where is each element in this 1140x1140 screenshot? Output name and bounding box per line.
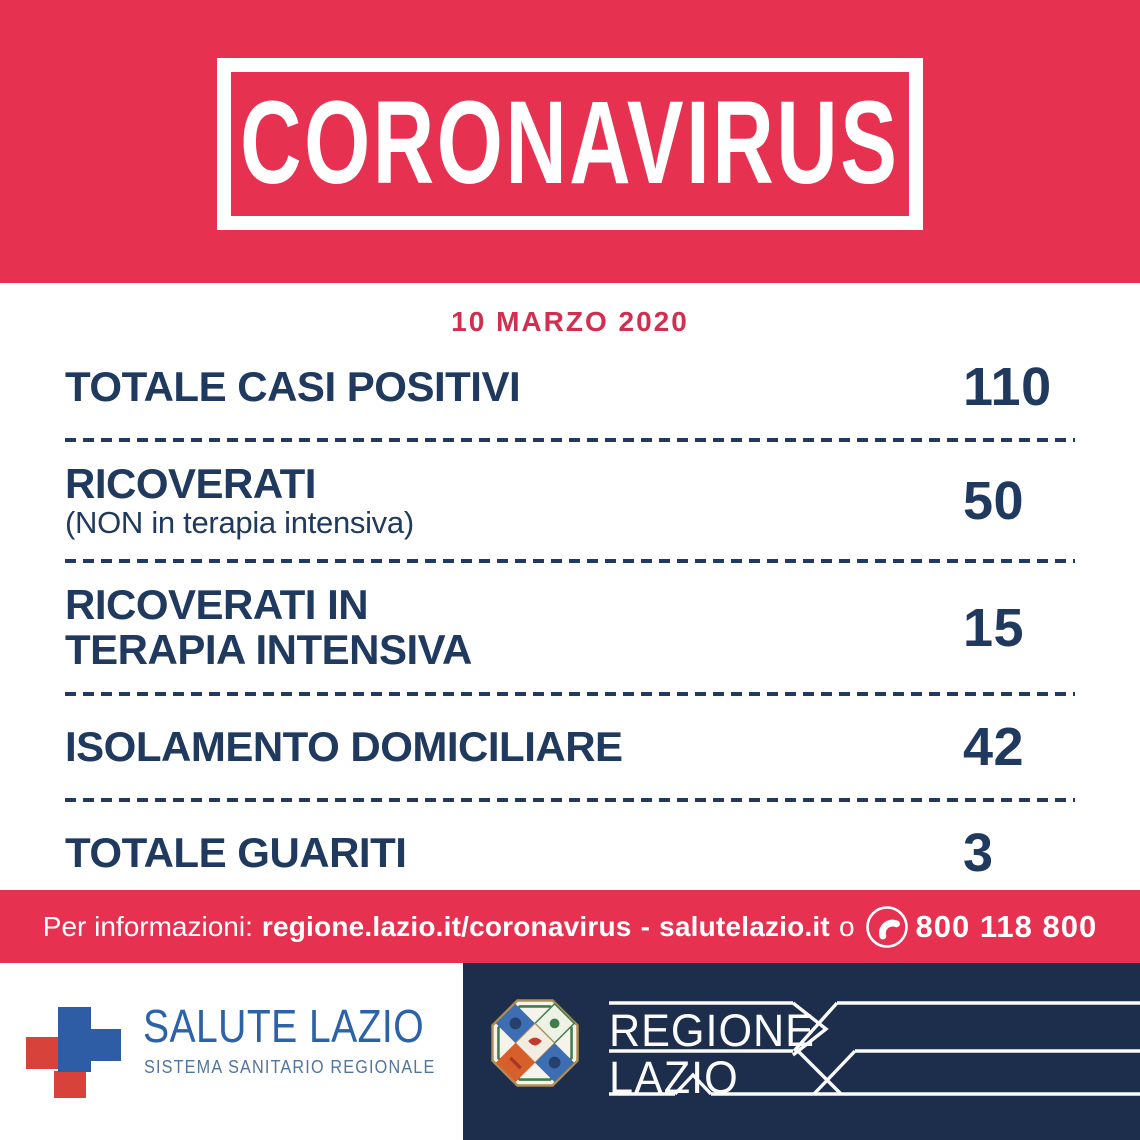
salute-lazio-name: SALUTE LAZIO <box>143 1000 425 1052</box>
regione-wordmark-line1: REGIONE <box>609 1005 815 1056</box>
stat-label-group: TOTALE GUARITI <box>65 828 963 876</box>
info-separator: - <box>640 910 651 942</box>
lazio-coat-of-arms-icon <box>491 999 579 1087</box>
stat-label-line2: TERAPIA INTENSIVA <box>65 625 472 673</box>
regione-lazio-panel: REGIONE LAZIO <box>463 963 1140 1140</box>
info-site-2: salutelazio.it <box>659 910 830 942</box>
stat-value: 42 <box>963 717 1025 778</box>
wordmark-lines <box>609 1001 1140 1096</box>
stat-value: 110 <box>963 357 1052 417</box>
stat-row-isolamento: ISOLAMENTO DOMICILIARE 42 <box>65 712 1075 782</box>
stat-label: ISOLAMENTO DOMICILIARE <box>65 722 623 770</box>
page-title: CORONAVIRUS <box>240 76 900 209</box>
salute-lazio-logo-block: SALUTE LAZIO SISTEMA SANITARIO REGIONALE <box>0 963 463 1140</box>
stat-label-group: RICOVERATI IN TERAPIA INTENSIVA <box>65 583 963 672</box>
stat-label-group: ISOLAMENTO DOMICILIARE <box>65 722 963 770</box>
stat-row-guariti: TOTALE GUARITI 3 <box>65 818 1075 888</box>
row-separator <box>65 559 1075 564</box>
info-phone-number: 800 118 800 <box>915 908 1098 944</box>
row-separator <box>65 438 1075 442</box>
title-frame: CORONAVIRUS <box>217 57 923 230</box>
info-site-1: regione.lazio.it/coronavirus <box>261 910 632 942</box>
stat-label: RICOVERATI <box>65 460 316 507</box>
stat-value: 15 <box>963 597 1025 658</box>
stat-row-terapia-intensiva: RICOVERATI IN TERAPIA INTENSIVA 15 <box>65 579 1075 676</box>
stat-sublabel: (NON in terapia intensiva) <box>65 504 414 540</box>
stat-label: RICOVERATI IN <box>65 581 369 629</box>
phone-icon <box>865 905 908 948</box>
stat-value: 3 <box>963 823 994 884</box>
regione-wordmark-line2: LAZIO <box>609 1052 739 1103</box>
row-separator <box>65 692 1075 697</box>
info-bar: Per informazioni: regione.lazio.it/coron… <box>0 890 1140 963</box>
stat-label: TOTALE CASI POSITIVI <box>65 362 521 410</box>
stat-label: TOTALE GUARITI <box>65 828 407 876</box>
report-date: 10 MARZO 2020 <box>451 306 689 337</box>
stat-row-totale-casi: TOTALE CASI POSITIVI 110 <box>65 352 1075 422</box>
salute-lazio-tagline: SISTEMA SANITARIO REGIONALE <box>144 1057 436 1077</box>
stat-label-group: TOTALE CASI POSITIVI <box>65 362 963 410</box>
info-prefix: Per informazioni: <box>42 910 253 942</box>
stat-label-group: RICOVERATI (NON in terapia intensiva) <box>65 460 963 540</box>
row-separator <box>65 798 1075 803</box>
stat-row-ricoverati: RICOVERATI (NON in terapia intensiva) 50 <box>65 458 1075 543</box>
medical-cross-icon <box>26 1007 121 1098</box>
info-conjunction: o <box>838 910 855 942</box>
stat-value: 50 <box>963 470 1025 531</box>
stats-table: TOTALE CASI POSITIVI 110 RICOVERATI (NON… <box>65 352 1075 888</box>
header-banner: CORONAVIRUS <box>0 0 1140 283</box>
